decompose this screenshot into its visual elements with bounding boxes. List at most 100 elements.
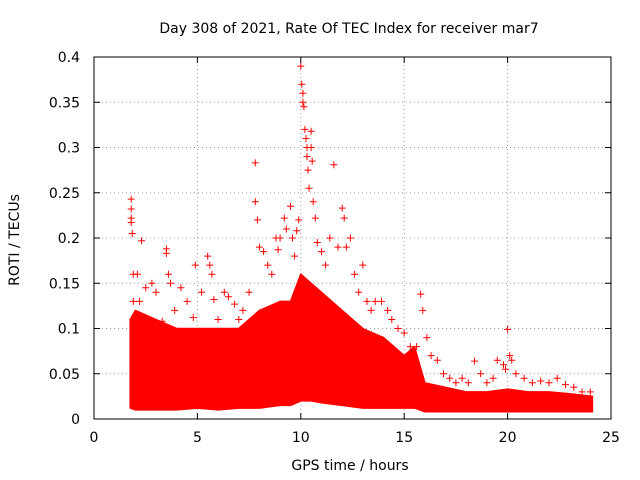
- data-point: [305, 184, 313, 192]
- data-point: [330, 161, 338, 169]
- data-point: [289, 234, 296, 242]
- data-point: [359, 261, 367, 269]
- data-point: [371, 297, 379, 305]
- data-point: [164, 270, 172, 278]
- data-point: [500, 361, 507, 369]
- data-point: [471, 357, 478, 365]
- y-tick-label: 0.25: [49, 186, 80, 202]
- data-point: [158, 317, 166, 325]
- x-tick-label: 25: [602, 430, 620, 446]
- data-point: [220, 288, 228, 296]
- data-point: [384, 306, 392, 314]
- data-point: [433, 356, 441, 364]
- data-point: [483, 379, 491, 387]
- data-point: [148, 279, 156, 287]
- data-point: [177, 284, 185, 292]
- data-point: [276, 234, 284, 242]
- data-point: [133, 270, 141, 278]
- data-point: [298, 80, 306, 88]
- data-point: [586, 388, 594, 396]
- data-point: [131, 316, 139, 323]
- data-point: [413, 343, 421, 351]
- data-point: [167, 279, 174, 287]
- x-tick-label: 20: [499, 430, 517, 446]
- data-point: [464, 379, 472, 387]
- data-point: [191, 261, 199, 269]
- data-point: [578, 388, 586, 396]
- data-point: [198, 288, 205, 296]
- y-tick-label: 0.2: [58, 231, 80, 247]
- data-point: [458, 374, 466, 382]
- data-point: [309, 198, 317, 206]
- data-point: [508, 356, 516, 364]
- data-point: [291, 252, 299, 260]
- data-point: [545, 379, 553, 387]
- data-point: [400, 329, 408, 337]
- data-point: [300, 103, 308, 111]
- data-point: [251, 198, 259, 206]
- data-points: [127, 62, 594, 396]
- data-point: [570, 383, 578, 391]
- data-point: [204, 252, 212, 260]
- data-point: [127, 195, 135, 203]
- data-point: [210, 296, 218, 303]
- data-point: [419, 306, 427, 314]
- data-point: [493, 356, 501, 364]
- data-point: [214, 316, 222, 323]
- data-point: [304, 166, 312, 174]
- data-point: [302, 135, 310, 142]
- data-point: [520, 374, 528, 382]
- y-tick-labels: 0 0.05 0.1 0.15 0.2 0.25 0.3 0.35 0.4: [49, 50, 80, 428]
- data-point: [311, 214, 319, 222]
- data-point: [287, 202, 294, 210]
- data-point: [152, 288, 160, 296]
- dense-band-area: [129, 273, 594, 413]
- axis-ticks: [93, 56, 612, 420]
- data-point: [394, 325, 402, 332]
- y-tick-label: 0.35: [49, 95, 80, 111]
- data-point: [378, 297, 385, 305]
- grid-lines: [94, 57, 611, 419]
- y-tick-label: 0.1: [58, 322, 80, 338]
- data-point: [171, 306, 179, 314]
- y-tick-label: 0.05: [49, 367, 80, 383]
- data-point: [260, 248, 268, 256]
- data-point: [142, 284, 150, 292]
- data-point: [162, 249, 170, 257]
- data-point: [504, 325, 512, 333]
- data-point: [293, 227, 301, 235]
- data-point: [489, 374, 497, 382]
- data-point: [301, 125, 309, 133]
- data-point: [183, 297, 191, 305]
- data-point: [235, 316, 243, 323]
- x-tick-label: 0: [90, 430, 99, 446]
- data-point: [299, 98, 307, 106]
- data-point: [326, 234, 334, 242]
- data-point: [427, 352, 435, 360]
- data-point: [189, 314, 197, 322]
- data-point: [452, 379, 460, 387]
- data-point: [423, 334, 431, 342]
- data-point: [502, 365, 509, 373]
- y-tick-label: 0.15: [49, 276, 80, 292]
- x-tick-label: 10: [292, 430, 310, 446]
- data-point: [417, 290, 425, 298]
- data-point: [446, 374, 454, 382]
- data-point: [282, 225, 290, 233]
- data-point: [363, 297, 371, 305]
- data-point: [231, 300, 239, 308]
- data-point: [128, 230, 136, 237]
- data-point: [553, 374, 561, 382]
- data-point: [268, 270, 276, 278]
- dense-data-band: [129, 273, 594, 413]
- data-point: [355, 288, 363, 296]
- data-point: [136, 297, 143, 305]
- data-point: [313, 239, 321, 246]
- data-point: [138, 237, 146, 245]
- data-point: [367, 306, 375, 314]
- data-point: [274, 246, 282, 254]
- data-point: [297, 62, 305, 70]
- data-point: [127, 219, 135, 227]
- data-point: [239, 306, 247, 314]
